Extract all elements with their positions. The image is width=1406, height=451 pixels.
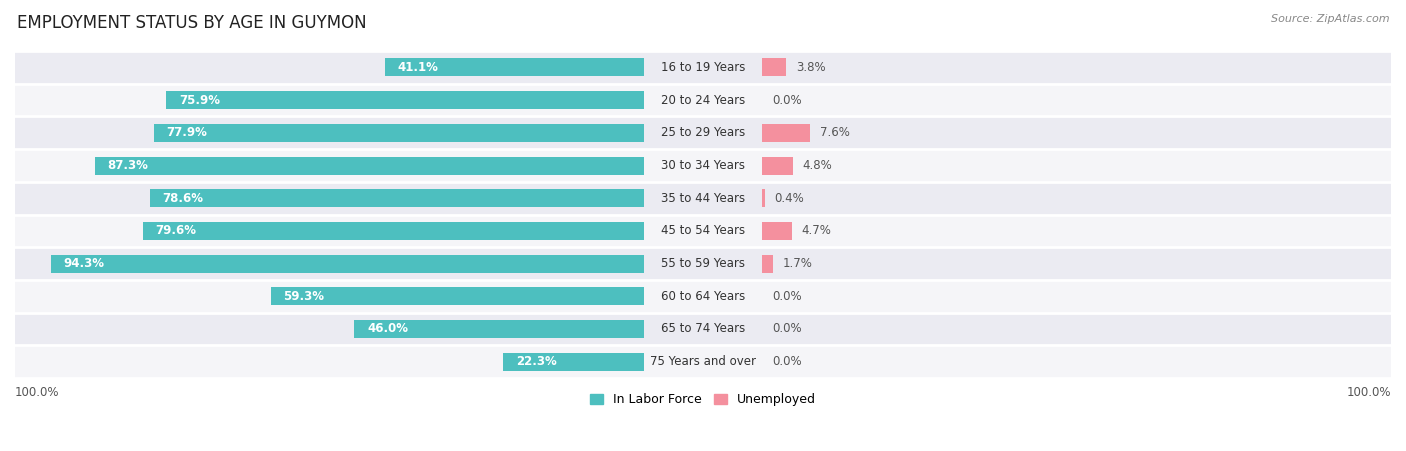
Text: 75.9%: 75.9% bbox=[179, 94, 219, 106]
Bar bbox=[166, 91, 644, 109]
Bar bbox=[762, 255, 773, 272]
Bar bbox=[149, 189, 644, 207]
Text: 0.0%: 0.0% bbox=[772, 94, 801, 106]
Text: 1.7%: 1.7% bbox=[783, 257, 813, 270]
Bar bbox=[15, 84, 1391, 116]
Bar bbox=[762, 59, 786, 76]
Text: 3.8%: 3.8% bbox=[796, 61, 825, 74]
Bar bbox=[762, 156, 793, 175]
Bar bbox=[15, 247, 1391, 280]
Text: 41.1%: 41.1% bbox=[398, 61, 439, 74]
Text: 25 to 29 Years: 25 to 29 Years bbox=[661, 126, 745, 139]
Text: 60 to 64 Years: 60 to 64 Years bbox=[661, 290, 745, 303]
Bar bbox=[385, 59, 644, 76]
Text: 55 to 59 Years: 55 to 59 Years bbox=[661, 257, 745, 270]
Text: 4.7%: 4.7% bbox=[801, 225, 831, 237]
Legend: In Labor Force, Unemployed: In Labor Force, Unemployed bbox=[585, 388, 821, 411]
Bar bbox=[143, 222, 644, 240]
Bar bbox=[762, 124, 810, 142]
Text: 65 to 74 Years: 65 to 74 Years bbox=[661, 322, 745, 336]
Text: 45 to 54 Years: 45 to 54 Years bbox=[661, 225, 745, 237]
Text: 0.0%: 0.0% bbox=[772, 355, 801, 368]
Text: 100.0%: 100.0% bbox=[15, 386, 59, 399]
Text: 77.9%: 77.9% bbox=[166, 126, 207, 139]
Text: 35 to 44 Years: 35 to 44 Years bbox=[661, 192, 745, 205]
Bar bbox=[503, 353, 644, 371]
Bar bbox=[94, 156, 644, 175]
Text: 100.0%: 100.0% bbox=[1347, 386, 1391, 399]
Bar bbox=[15, 182, 1391, 215]
Bar bbox=[15, 51, 1391, 84]
Text: 4.8%: 4.8% bbox=[801, 159, 832, 172]
Text: 0.4%: 0.4% bbox=[775, 192, 804, 205]
Bar bbox=[15, 116, 1391, 149]
Text: 59.3%: 59.3% bbox=[284, 290, 325, 303]
Text: EMPLOYMENT STATUS BY AGE IN GUYMON: EMPLOYMENT STATUS BY AGE IN GUYMON bbox=[17, 14, 367, 32]
Text: 78.6%: 78.6% bbox=[162, 192, 202, 205]
Bar bbox=[15, 215, 1391, 247]
Bar bbox=[271, 287, 644, 305]
Bar bbox=[762, 222, 792, 240]
Text: 0.0%: 0.0% bbox=[772, 290, 801, 303]
Bar bbox=[15, 280, 1391, 313]
Bar bbox=[762, 189, 765, 207]
Text: 0.0%: 0.0% bbox=[772, 322, 801, 336]
Text: 7.6%: 7.6% bbox=[820, 126, 849, 139]
Text: 22.3%: 22.3% bbox=[516, 355, 557, 368]
Text: 79.6%: 79.6% bbox=[156, 225, 197, 237]
Text: 16 to 19 Years: 16 to 19 Years bbox=[661, 61, 745, 74]
Text: 87.3%: 87.3% bbox=[107, 159, 148, 172]
Bar bbox=[15, 345, 1391, 378]
Bar bbox=[354, 320, 644, 338]
Bar bbox=[51, 255, 644, 272]
Bar bbox=[15, 149, 1391, 182]
Text: 30 to 34 Years: 30 to 34 Years bbox=[661, 159, 745, 172]
Bar bbox=[15, 313, 1391, 345]
Text: 20 to 24 Years: 20 to 24 Years bbox=[661, 94, 745, 106]
Text: 75 Years and over: 75 Years and over bbox=[650, 355, 756, 368]
Text: 46.0%: 46.0% bbox=[367, 322, 408, 336]
Text: 94.3%: 94.3% bbox=[63, 257, 104, 270]
Text: Source: ZipAtlas.com: Source: ZipAtlas.com bbox=[1271, 14, 1389, 23]
Bar bbox=[153, 124, 644, 142]
